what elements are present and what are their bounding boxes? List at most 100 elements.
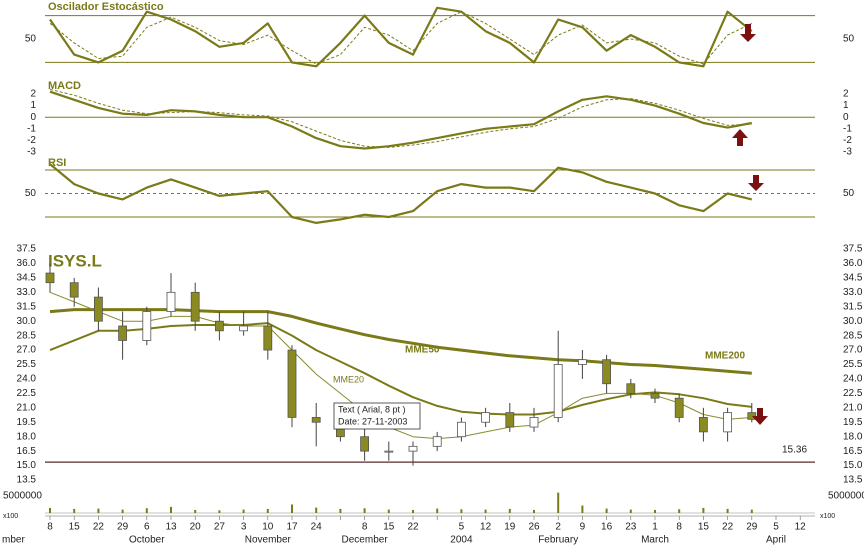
volume-bar (581, 505, 584, 513)
y-tick-label: 0 (843, 112, 849, 123)
x-tick-label: 13 (165, 522, 177, 533)
y-tick-label: 33.0 (17, 287, 37, 298)
x-tick-label: 10 (262, 522, 274, 533)
scale-label: x100 (820, 513, 835, 520)
x-tick-label: 24 (311, 522, 323, 533)
down-arrow (752, 408, 768, 425)
candle-body (69, 282, 79, 298)
y-tick-label: -2 (27, 135, 36, 146)
month-label: March (641, 535, 669, 545)
candle-body (214, 320, 224, 332)
candle-body (747, 412, 757, 420)
volume-bar (363, 508, 366, 513)
y-tick-label: 31.5 (17, 301, 37, 312)
month-label: February (538, 535, 578, 545)
x-tick-label: 9 (580, 522, 586, 533)
x-tick-label: 23 (625, 522, 637, 533)
y-tick-label: -2 (843, 135, 852, 146)
volume-bar (145, 508, 148, 513)
volume-bar (73, 508, 76, 513)
y-tick-label: 22.5 (17, 388, 37, 399)
volume-bar (97, 508, 100, 513)
x-tick-label: 20 (190, 522, 202, 533)
volume-bar (194, 509, 197, 513)
x-tick-label: 29 (746, 522, 758, 533)
y-tick-label: 13.5 (843, 475, 863, 486)
y-tick-label: -3 (27, 147, 36, 158)
volume-bar (702, 507, 705, 513)
volume-bar (291, 504, 293, 513)
x-tick-label: 2 (555, 522, 561, 533)
series-label: MME200 (705, 351, 745, 362)
arrows (732, 24, 768, 425)
volume-bar (242, 509, 245, 513)
y-tick-label: 28.5 (17, 330, 37, 341)
y-tick-label: 37.5 (17, 244, 37, 255)
volume-bar (629, 509, 632, 513)
y-tick-label: 36.0 (17, 258, 37, 269)
volume-bar (218, 510, 221, 513)
month-label: mber (2, 535, 25, 545)
indicator-line (49, 90, 753, 150)
x-tick-label: 6 (144, 522, 150, 533)
x-tick-label: 22 (407, 522, 419, 533)
y-tick-label: 50 (843, 188, 855, 199)
month-label: November (245, 535, 292, 545)
candle-body (650, 392, 660, 399)
note-text: Text ( Arial, 8 pt ) (338, 404, 406, 414)
scale-label: x100 (3, 513, 18, 520)
y-tick-label: 21.0 (17, 402, 37, 413)
y-tick-label: 27.0 (17, 345, 37, 356)
volume-bar (726, 508, 729, 513)
x-tick-label: 15 (698, 522, 710, 533)
y-tick-label: 16.5 (843, 446, 863, 457)
candle-body (456, 421, 466, 438)
y-tick-label: -3 (843, 147, 852, 158)
y-tick-label: 18.0 (843, 431, 863, 442)
candle-body (166, 291, 176, 312)
volume-bar (654, 509, 656, 513)
month-label: April (766, 535, 786, 545)
x-tick-label: 17 (286, 522, 298, 533)
y-tick-label: 33.0 (843, 287, 863, 298)
series-label: MME50 (405, 345, 440, 356)
volume-bar (412, 509, 414, 513)
y-tick-label: 25.5 (843, 359, 863, 370)
y-tick-label: 28.5 (843, 330, 863, 341)
y-tick-label: 2 (30, 89, 36, 100)
panel-title: MACD (48, 80, 81, 92)
x-tick-label: 15 (383, 522, 395, 533)
volume-bar (557, 492, 560, 513)
x-tick-label: 3 (241, 522, 247, 533)
y-tick-label: 5000000 (3, 491, 42, 502)
last-value-label: 15.36 (782, 445, 807, 456)
y-tick-label: 2 (843, 89, 849, 100)
volume-bar (533, 509, 535, 513)
candle-body (360, 436, 370, 452)
up-arrow (732, 129, 748, 146)
candle-body (142, 311, 152, 341)
candle-body (118, 325, 127, 341)
volume-bar (315, 507, 318, 513)
x-tick-label: 19 (504, 522, 516, 533)
indicator-line (49, 88, 752, 148)
y-tick-label: 19.5 (17, 417, 37, 428)
y-tick-label: 36.0 (843, 258, 863, 269)
candle-body (432, 436, 442, 447)
volume-bar (387, 509, 390, 513)
candle-body (481, 412, 491, 423)
y-tick-label: 30.0 (843, 316, 863, 327)
y-tick-label: 18.0 (17, 431, 37, 442)
y-tick-label: 50 (25, 188, 37, 199)
down-arrow (740, 24, 756, 42)
indicator-line (49, 11, 753, 65)
y-tick-label: 31.5 (843, 301, 863, 312)
x-tick-label: 26 (528, 522, 540, 533)
volume-bar (339, 508, 342, 513)
volume-bar (750, 509, 753, 513)
y-tick-label: 16.5 (17, 446, 37, 457)
candle-body (578, 359, 587, 365)
y-tick-label: -1 (843, 123, 852, 134)
x-tick-label: 8 (676, 522, 682, 533)
